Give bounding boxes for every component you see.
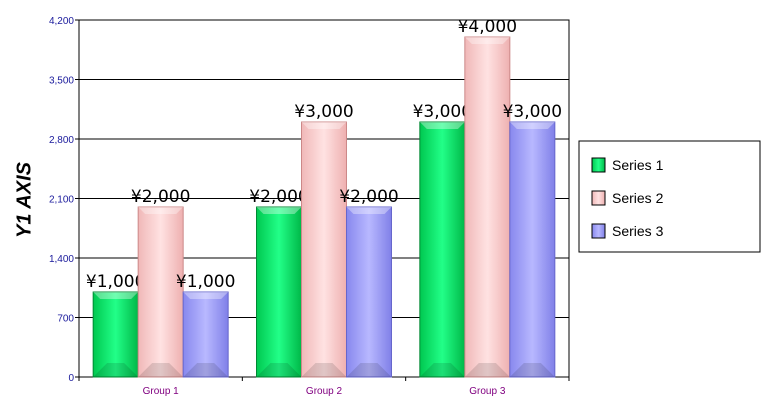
data-label: ¥1,000 — [176, 272, 235, 292]
bar-bevel-bottom — [301, 363, 347, 377]
y-tick-label: 0 — [68, 373, 74, 384]
bar-bevel-top — [256, 207, 302, 214]
bar-bevel-bottom — [183, 363, 229, 377]
bar — [301, 121, 347, 378]
bar-bevel-top — [419, 122, 465, 129]
bar — [137, 206, 184, 378]
bar-bevel-bottom — [93, 363, 139, 377]
data-label: ¥2,000 — [131, 187, 190, 207]
bar-body — [464, 36, 511, 378]
x-tick-label: Group 1 — [143, 386, 180, 397]
legend-entry: Series 1 — [612, 157, 664, 173]
y-tick-label: 700 — [57, 314, 74, 325]
bar-bevel-bottom — [138, 363, 184, 377]
bar — [256, 206, 302, 378]
legend-entry: Series 2 — [612, 190, 664, 206]
data-label: ¥3,000 — [413, 102, 472, 122]
legend-entry: Series 3 — [612, 223, 664, 239]
bar-bevel-top — [301, 122, 347, 129]
bar — [464, 36, 511, 378]
bar-body — [92, 291, 139, 378]
bars: ¥1,000 ¥2,000 ¥1,000 ¥2,000 ¥3,000 ¥2,000 ¥3,0… — [86, 17, 562, 378]
x-axis-ticks: Group 1 Group 2 Group 3 — [78, 377, 570, 397]
bar — [182, 291, 229, 378]
legend-swatch — [591, 190, 606, 206]
y-tick-label: 2,100 — [49, 195, 74, 206]
bar-bevel-top — [183, 292, 229, 299]
bar-body — [346, 206, 392, 378]
bar-bevel-bottom — [346, 363, 392, 377]
legend: Series 1 Series 2 Series 3 — [578, 140, 761, 253]
bar-bevel-bottom — [419, 363, 465, 377]
y-tick-label: 2,800 — [49, 135, 74, 146]
bar-body — [419, 121, 466, 378]
bar-body — [137, 206, 184, 378]
bar-body — [301, 121, 347, 378]
y-axis-ticks: 0 700 1,400 2,100 2,800 3,500 4,200 — [49, 16, 79, 384]
bar-bevel-bottom — [509, 363, 555, 377]
bar — [346, 206, 392, 378]
legend-box — [578, 140, 761, 253]
x-tick-label: Group 2 — [306, 386, 343, 397]
bar-bevel-top — [138, 207, 184, 214]
y-tick-label: 3,500 — [49, 76, 74, 87]
data-label: ¥1,000 — [86, 272, 145, 292]
bar-body — [256, 206, 302, 378]
data-label: ¥4,000 — [458, 17, 517, 37]
bar — [509, 121, 556, 378]
bar-bevel-top — [509, 122, 555, 129]
x-tick-label: Group 3 — [469, 386, 506, 397]
data-label: ¥3,000 — [294, 102, 353, 122]
bar — [92, 291, 139, 378]
bar-body — [182, 291, 229, 378]
bar-body — [509, 121, 556, 378]
legend-swatch — [591, 223, 606, 239]
legend-swatch — [591, 157, 606, 173]
bar-bevel-bottom — [464, 363, 510, 377]
data-label: ¥2,000 — [249, 187, 308, 207]
data-label: ¥2,000 — [339, 187, 398, 207]
bar-bevel-top — [464, 37, 510, 44]
y-tick-label: 4,200 — [49, 16, 74, 27]
bar-bevel-top — [346, 207, 392, 214]
y-axis-label: Y1 AXIS — [13, 161, 35, 238]
bar — [419, 121, 466, 378]
bar-bevel-bottom — [256, 363, 302, 377]
data-label: ¥3,000 — [503, 102, 562, 122]
bar-bevel-top — [93, 292, 139, 299]
y-tick-label: 1,400 — [49, 254, 74, 265]
